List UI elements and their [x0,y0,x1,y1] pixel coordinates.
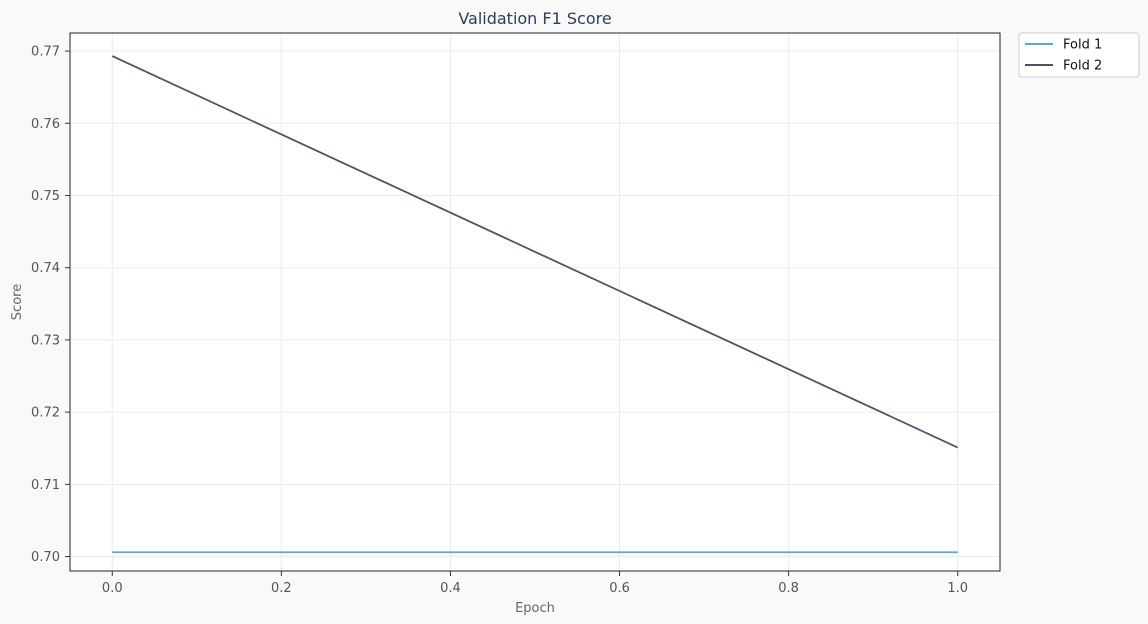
legend-label-fold-1: Fold 1 [1063,38,1102,53]
y-axis-ticks: 0.70 0.71 0.72 0.73 0.74 0.75 0.76 0.77 [31,45,70,565]
y-tick-label: 0.71 [31,478,60,493]
y-tick-label: 0.73 [31,333,60,348]
y-axis-label: Score [10,284,25,320]
y-tick-label: 0.70 [31,550,60,565]
plot-area [70,33,1000,571]
x-tick-label: 0.6 [609,581,630,596]
series-line-fold-2 [111,55,959,449]
y-tick-label: 0.75 [31,189,60,204]
x-axis-ticks: 0.0 0.2 0.4 0.6 0.8 1.0 [102,571,968,596]
x-tick-label: 0.4 [440,581,461,596]
x-tick-label: 0.8 [778,581,799,596]
x-axis-label: Epoch [515,601,555,616]
plot-frame [69,32,1001,572]
y-tick-label: 0.76 [31,117,60,132]
legend: Fold 1 Fold 2 [1018,32,1140,78]
x-tick-label: 0.2 [271,581,292,596]
y-tick-label: 0.72 [31,406,60,421]
chart-title: Validation F1 Score [458,9,611,28]
series-group [111,55,959,554]
grid [70,33,1000,571]
x-tick-label: 0.0 [102,581,123,596]
y-tick-label: 0.74 [31,261,60,276]
legend-label-fold-2: Fold 2 [1063,59,1102,74]
x-tick-label: 1.0 [947,581,968,596]
y-tick-label: 0.77 [31,45,60,60]
